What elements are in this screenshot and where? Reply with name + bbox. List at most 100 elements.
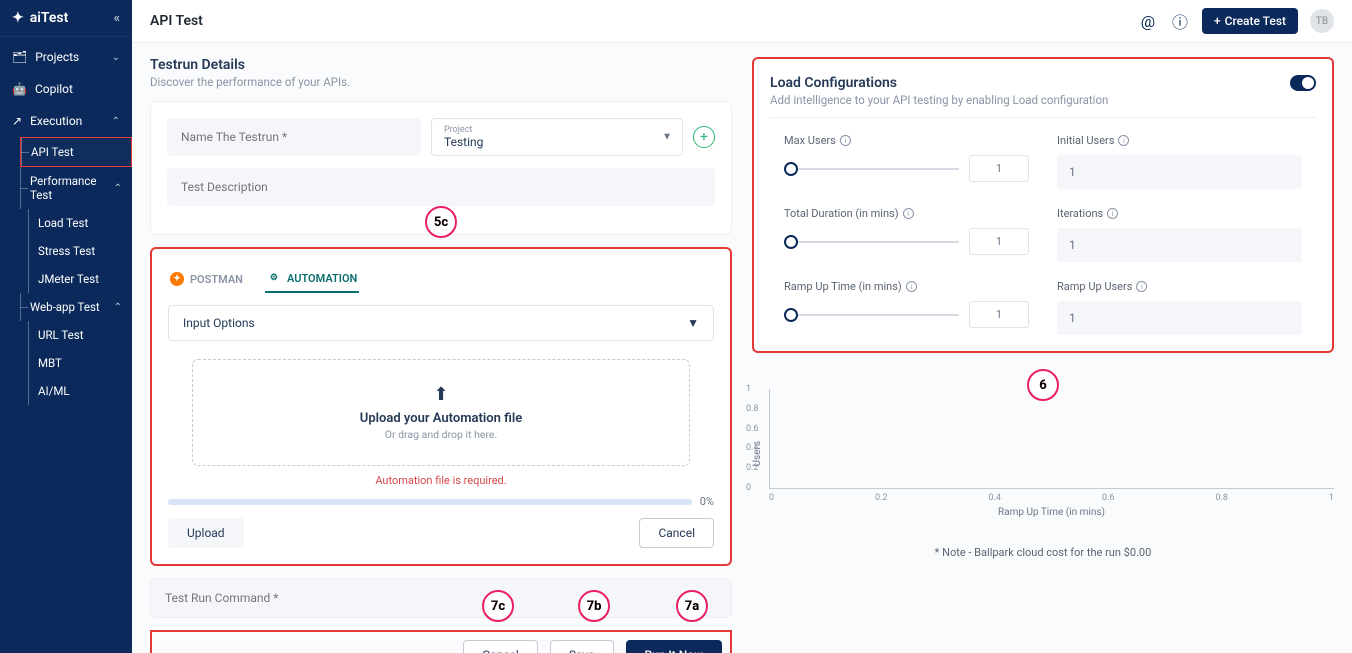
test-run-command-input[interactable]: [151, 579, 731, 617]
nav-execution-label: Execution: [30, 114, 82, 128]
main: API Test @ ⓘ + Create Test TB Testrun De…: [132, 0, 1352, 653]
ytick: 0.8: [746, 404, 759, 414]
ytick: 1: [746, 384, 751, 394]
callout-7a: 7a: [676, 590, 708, 622]
ramp-up-time-value[interactable]: 1: [969, 301, 1029, 328]
total-duration-field: Total Duration (in mins) i 1: [784, 207, 1029, 262]
logo-icon: ✦: [12, 10, 24, 26]
nav-performance-test[interactable]: Performance Test ⌃: [20, 167, 132, 209]
run-it-now-button[interactable]: Run It Now: [626, 640, 723, 653]
nav-copilot[interactable]: 🤖 Copilot: [0, 73, 132, 105]
ramp-up-time-slider[interactable]: [784, 314, 959, 316]
nav-aiml-label: AI/ML: [38, 384, 70, 398]
logo: ✦ aiTest «: [0, 0, 132, 37]
add-project-button[interactable]: +: [693, 126, 715, 148]
nav-aiml[interactable]: AI/ML: [28, 377, 132, 405]
nav-mbt[interactable]: MBT: [28, 349, 132, 377]
ramp-up-time-field: Ramp Up Time (in mins)i 1: [784, 280, 1029, 335]
total-duration-label: Total Duration (in mins): [784, 207, 899, 220]
info-icon[interactable]: i: [1118, 135, 1129, 146]
folder-icon: 🗂: [12, 50, 27, 64]
upload-button[interactable]: Upload: [168, 518, 244, 548]
total-duration-value[interactable]: 1: [969, 228, 1029, 255]
postman-icon: ✦: [170, 272, 184, 286]
nav-projects[interactable]: 🗂 Projects ⌄: [0, 41, 132, 73]
chart-xlabel: Ramp Up Time (in mins): [769, 507, 1334, 518]
chevron-up-icon: ⌃: [112, 116, 120, 127]
ytick: 0.2: [746, 463, 759, 473]
callout-7b: 7b: [578, 590, 610, 622]
avatar[interactable]: TB: [1310, 9, 1334, 33]
nav-jmeter-test[interactable]: JMeter Test: [28, 265, 132, 293]
callout-6: 6: [1027, 369, 1059, 401]
tab-automation[interactable]: ⚙ AUTOMATION: [265, 265, 359, 293]
upload-title: Upload your Automation file: [217, 411, 665, 426]
xtick: 0.8: [1215, 493, 1228, 503]
total-duration-slider[interactable]: [784, 241, 959, 243]
chevron-up-icon: ⌃: [114, 302, 122, 313]
project-select[interactable]: Project Testing ▼: [431, 118, 683, 156]
nav-copilot-label: Copilot: [35, 82, 73, 96]
nav-webapp-test[interactable]: Web-app Test ⌃: [20, 293, 132, 321]
xtick: 0.2: [875, 493, 888, 503]
nav-load-test[interactable]: Load Test: [28, 209, 132, 237]
info-icon[interactable]: i: [1136, 281, 1147, 292]
tab-postman[interactable]: ✦ POSTMAN: [168, 265, 245, 293]
execution-icon: ↗: [12, 114, 22, 128]
chart-area: 1 0.8 0.6 0.4 0.2 0: [769, 389, 1334, 489]
nav-url-test-label: URL Test: [38, 328, 83, 342]
input-options-label: Input Options: [183, 316, 255, 330]
load-toggle[interactable]: [1290, 75, 1316, 91]
nav-execution[interactable]: ↗ Execution ⌃: [0, 105, 132, 137]
cancel-upload-button[interactable]: Cancel: [639, 518, 714, 548]
automation-icon: ⚙: [267, 271, 281, 285]
collapse-icon[interactable]: «: [114, 11, 120, 26]
upload-dropzone[interactable]: ⬆ Upload your Automation file Or drag an…: [192, 359, 690, 466]
iterations-label: Iterations: [1057, 207, 1103, 220]
cancel-button[interactable]: Cancel: [463, 640, 538, 653]
command-card: [150, 578, 732, 618]
test-description-input[interactable]: [167, 168, 715, 206]
xtick: 0.6: [1102, 493, 1115, 503]
load-subtitle: Add intelligence to your API testing by …: [770, 93, 1108, 107]
chevron-up-icon: ⌃: [114, 183, 122, 194]
nav-api-test[interactable]: API Test: [20, 137, 132, 167]
nav-url-test[interactable]: URL Test: [28, 321, 132, 349]
xtick: 1: [1329, 493, 1334, 503]
project-value: Testing: [444, 135, 483, 149]
initial-users-field: Initial Usersi 1: [1057, 134, 1302, 189]
testrun-name-input[interactable]: [167, 118, 421, 156]
upload-error: Automation file is required.: [168, 474, 714, 487]
info-icon[interactable]: i: [903, 208, 914, 219]
info-icon[interactable]: i: [840, 135, 851, 146]
tab-automation-label: AUTOMATION: [287, 272, 357, 285]
tab-postman-label: POSTMAN: [190, 273, 243, 286]
max-users-value[interactable]: 1: [969, 155, 1029, 182]
page-title: API Test: [150, 13, 203, 29]
nav-api-test-label: API Test: [31, 145, 74, 159]
iterations-field: Iterations i 1: [1057, 207, 1302, 262]
input-options-select[interactable]: Input Options ▼: [168, 305, 714, 341]
create-test-button[interactable]: + Create Test: [1202, 8, 1298, 34]
info-icon[interactable]: i: [906, 281, 917, 292]
initial-users-value: 1: [1057, 155, 1302, 189]
nav-load-test-label: Load Test: [38, 216, 88, 230]
save-button[interactable]: Save: [550, 640, 614, 653]
load-config-card: Load Configurations Add intelligence to …: [752, 57, 1334, 353]
load-title: Load Configurations: [770, 75, 1108, 91]
info-icon[interactable]: i: [1107, 208, 1118, 219]
ytick: 0.4: [746, 443, 759, 453]
testrun-subtitle: Discover the performance of your APIs.: [150, 75, 732, 89]
nav-performance-test-label: Performance Test: [30, 174, 106, 202]
footer-actions: Cancel Save Run It Now: [150, 630, 732, 653]
upload-progress: [168, 499, 692, 505]
iterations-value: 1: [1057, 228, 1302, 262]
info-icon[interactable]: ⓘ: [1170, 11, 1190, 31]
at-icon[interactable]: @: [1138, 11, 1158, 31]
max-users-slider[interactable]: [784, 168, 959, 170]
ytick: 0.6: [746, 424, 759, 434]
nav-stress-test[interactable]: Stress Test: [28, 237, 132, 265]
callout-5c: 5c: [425, 206, 457, 238]
nav-jmeter-test-label: JMeter Test: [38, 272, 99, 286]
chevron-down-icon: ⌄: [112, 52, 120, 63]
